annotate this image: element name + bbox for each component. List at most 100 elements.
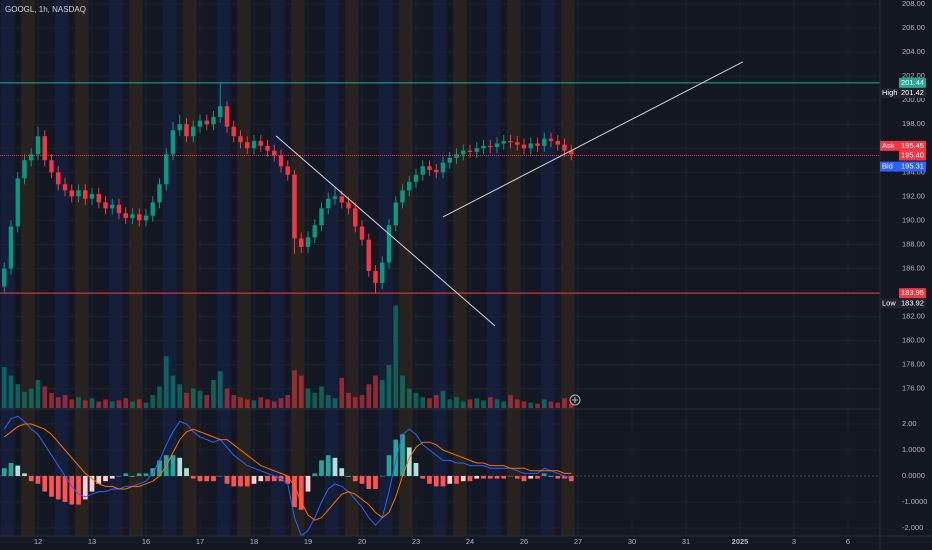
volume-bar	[62, 395, 68, 408]
volume-bar	[319, 386, 324, 408]
candle-body	[285, 166, 290, 175]
volume-bar	[190, 388, 196, 408]
tag-value: 201.42	[901, 88, 924, 97]
candle-body	[346, 202, 351, 209]
candle-body	[42, 136, 47, 161]
volume-bar	[1, 366, 7, 408]
macd-histogram-bar	[474, 475, 480, 479]
volume-bar	[481, 400, 486, 408]
macd-histogram-bar	[1, 468, 7, 476]
candle-body	[305, 237, 311, 247]
price-tag-label: 201.44	[901, 78, 924, 87]
candle-body	[474, 148, 479, 152]
candle-body	[434, 169, 439, 173]
volume-bar	[265, 399, 270, 408]
macd-histogram-bar	[433, 475, 439, 487]
volume-bar	[42, 386, 48, 408]
volume-bar	[197, 390, 203, 408]
volume-bar	[568, 403, 574, 408]
volume-bar	[204, 395, 210, 408]
macd-histogram-bar	[109, 475, 115, 479]
macd-histogram-bar	[298, 475, 304, 510]
premarket-band	[453, 0, 467, 536]
candle-body	[150, 202, 155, 216]
volume-bar	[454, 397, 459, 408]
volume-bar	[258, 397, 264, 408]
macd-histogram-bar	[123, 473, 129, 476]
candle-body	[137, 214, 142, 221]
macd-histogram-bar	[136, 473, 142, 476]
candle-body	[535, 143, 540, 146]
postmarket-band	[108, 0, 123, 536]
y-tick-label: -2.000	[902, 523, 923, 532]
macd-histogram-bar	[62, 475, 68, 502]
postmarket-band	[270, 0, 285, 536]
grid	[0, 0, 880, 536]
signal-line	[3, 423, 572, 521]
macd-histogram-bar	[508, 475, 513, 477]
candle-body	[542, 138, 547, 146]
volume-bar	[433, 395, 439, 408]
macd-histogram-bar	[130, 475, 135, 477]
candle-body	[555, 141, 560, 145]
volume-bar	[82, 400, 88, 408]
add-icon-plus[interactable]	[572, 397, 578, 403]
y-tick-label: 194.00	[902, 167, 925, 176]
x-tick-label: 6	[846, 537, 850, 546]
macd-histogram-bar	[143, 473, 149, 476]
volume-bar	[413, 392, 419, 408]
volume-bar	[35, 379, 41, 408]
macd-histogram-bar	[339, 468, 345, 476]
x-tick-label: 16	[142, 537, 150, 546]
volume-bar	[103, 399, 108, 408]
candle-body	[204, 120, 209, 125]
premarket-band	[561, 0, 575, 536]
candle-body	[461, 150, 466, 155]
x-tick-label: 31	[682, 537, 690, 546]
candle-body	[380, 262, 385, 283]
volume-bar	[339, 377, 345, 408]
candle-body	[76, 190, 81, 197]
candle-body	[278, 155, 284, 167]
premarket-band	[507, 0, 521, 536]
macd-histogram-bar	[346, 475, 351, 477]
macd-histogram-bar	[42, 475, 48, 492]
candle-body	[319, 208, 324, 226]
macd-histogram-bar	[305, 475, 311, 492]
candle-body	[184, 124, 189, 137]
volume-bar	[494, 399, 500, 408]
volume-bar	[393, 305, 399, 408]
candle-body	[447, 157, 452, 163]
volume-bar	[528, 402, 534, 408]
macd-histogram-bar	[49, 475, 54, 497]
y-tick-label: 186.00	[902, 263, 925, 272]
macd-histogram-bar	[258, 475, 264, 482]
volume-bar	[521, 401, 527, 408]
y-tick-label: 1.0000	[902, 445, 925, 454]
add-icon[interactable]	[569, 394, 581, 406]
price-tag	[899, 150, 926, 161]
candle-body	[83, 190, 88, 199]
candle-body	[231, 126, 236, 137]
volume-bar	[143, 402, 149, 408]
y-tick-label: 206.00	[902, 23, 925, 32]
volume-bar	[467, 399, 473, 408]
macd-histogram-bar	[35, 475, 41, 484]
candle-body	[427, 166, 432, 170]
volume-bar	[231, 395, 237, 408]
candle-body	[110, 204, 115, 209]
macd-histogram-bar	[460, 475, 466, 482]
candle-body	[292, 174, 297, 239]
macd-histogram-bar	[555, 475, 561, 479]
volume-bar	[163, 356, 169, 408]
y-tick-label: 180.00	[902, 336, 925, 345]
volume-bar	[332, 398, 338, 408]
premarket-band	[291, 0, 305, 536]
macd-histogram-bar	[427, 475, 432, 484]
macd-histogram-bar	[359, 475, 365, 484]
x-tick-label: 26	[520, 537, 528, 546]
candle-body	[515, 142, 520, 145]
macd-histogram-bar	[487, 475, 493, 479]
tag-name-box	[880, 88, 899, 99]
